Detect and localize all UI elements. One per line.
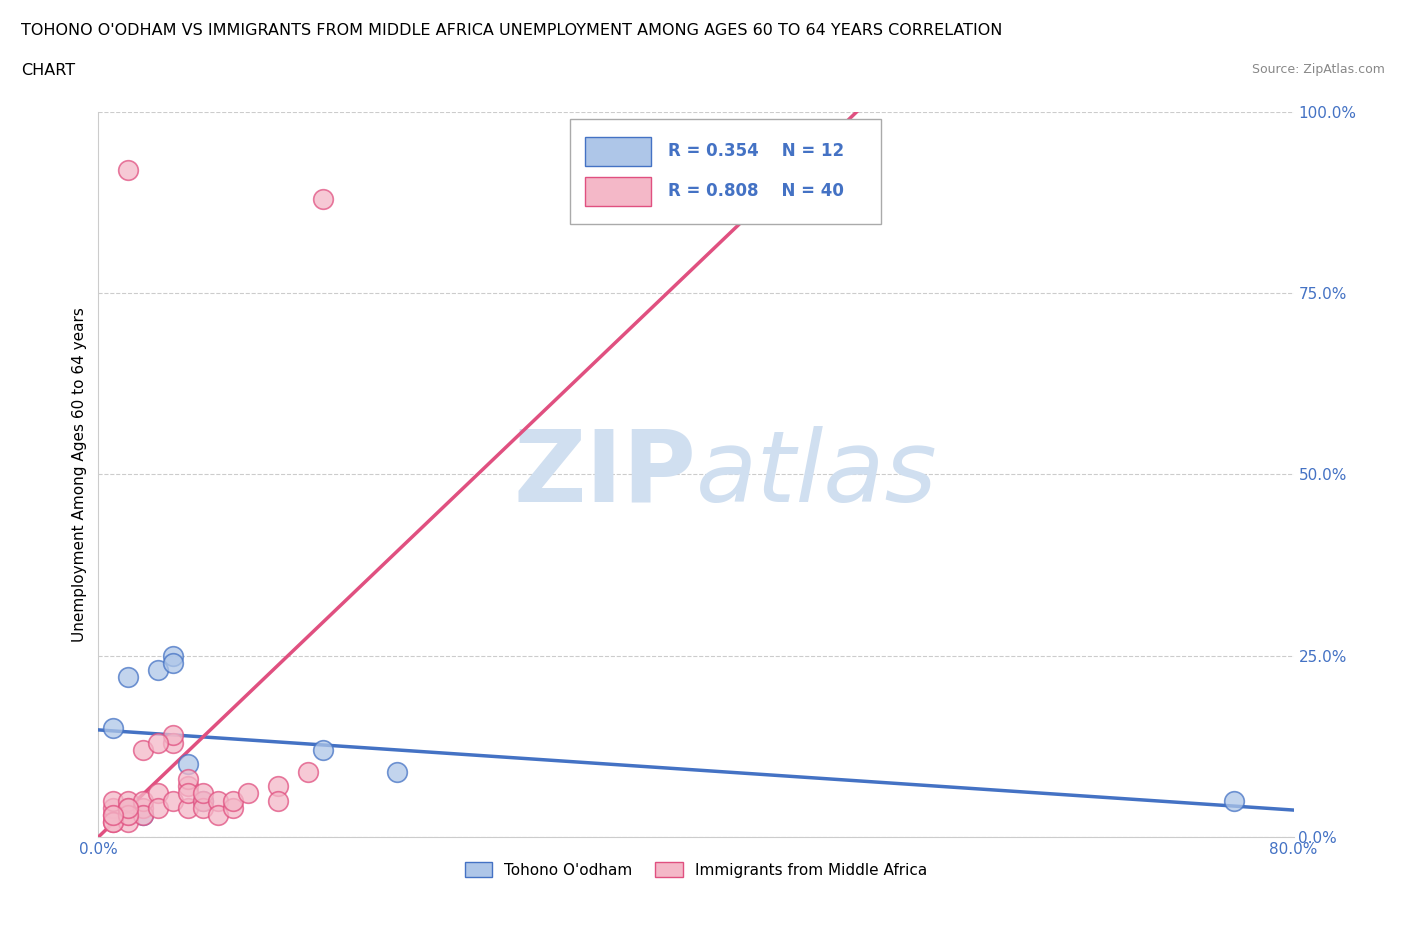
Text: ZIP: ZIP: [513, 426, 696, 523]
Point: [148, 801, 170, 816]
Point: [222, 793, 245, 808]
Point: [103, 808, 125, 823]
Point: [207, 808, 229, 823]
Point: [162, 793, 184, 808]
Point: [148, 736, 170, 751]
Legend: Tohono O'odham, Immigrants from Middle Africa: Tohono O'odham, Immigrants from Middle A…: [458, 856, 934, 884]
Point: [177, 778, 200, 793]
Point: [132, 742, 155, 757]
Point: [132, 801, 155, 816]
Point: [117, 815, 139, 830]
Point: [267, 793, 290, 808]
Point: [311, 742, 333, 757]
Point: [1223, 793, 1246, 808]
Point: [162, 656, 184, 671]
Point: [311, 192, 333, 206]
Point: [162, 728, 184, 743]
Point: [177, 772, 200, 787]
FancyBboxPatch shape: [585, 177, 651, 206]
Point: [236, 786, 259, 801]
Point: [103, 801, 125, 816]
Point: [117, 670, 139, 684]
Point: [162, 648, 184, 663]
Text: TOHONO O'ODHAM VS IMMIGRANTS FROM MIDDLE AFRICA UNEMPLOYMENT AMONG AGES 60 TO 64: TOHONO O'ODHAM VS IMMIGRANTS FROM MIDDLE…: [21, 23, 1002, 38]
Text: atlas: atlas: [696, 426, 938, 523]
Point: [191, 793, 214, 808]
Point: [191, 801, 214, 816]
Point: [267, 778, 290, 793]
Point: [132, 808, 155, 823]
Point: [103, 808, 125, 823]
Point: [191, 786, 214, 801]
Point: [117, 808, 139, 823]
Text: R = 0.808    N = 40: R = 0.808 N = 40: [668, 182, 845, 200]
Text: CHART: CHART: [21, 63, 75, 78]
Point: [117, 801, 139, 816]
Text: Source: ZipAtlas.com: Source: ZipAtlas.com: [1251, 63, 1385, 76]
Point: [148, 786, 170, 801]
Point: [103, 815, 125, 830]
Point: [117, 801, 139, 816]
Point: [177, 786, 200, 801]
Point: [117, 801, 139, 816]
Point: [162, 736, 184, 751]
Point: [191, 793, 214, 808]
Point: [177, 757, 200, 772]
Point: [132, 808, 155, 823]
Y-axis label: Unemployment Among Ages 60 to 64 years: Unemployment Among Ages 60 to 64 years: [72, 307, 87, 642]
Point: [385, 764, 409, 779]
Point: [117, 808, 139, 823]
Text: R = 0.354    N = 12: R = 0.354 N = 12: [668, 142, 845, 161]
Point: [148, 663, 170, 678]
Point: [117, 793, 139, 808]
Point: [103, 815, 125, 830]
FancyBboxPatch shape: [585, 137, 651, 166]
Point: [207, 793, 229, 808]
Point: [655, 192, 678, 206]
Point: [297, 764, 319, 779]
Point: [222, 801, 245, 816]
Point: [177, 801, 200, 816]
Point: [117, 162, 139, 177]
Point: [103, 793, 125, 808]
FancyBboxPatch shape: [571, 119, 882, 224]
Point: [103, 721, 125, 736]
Point: [132, 793, 155, 808]
